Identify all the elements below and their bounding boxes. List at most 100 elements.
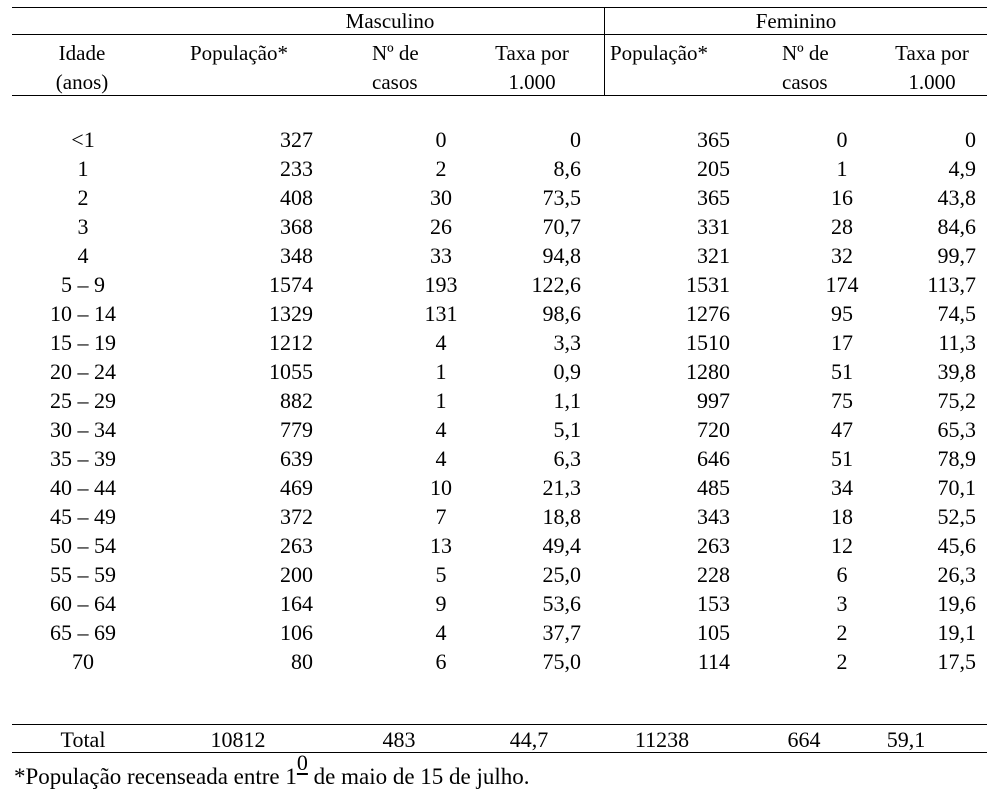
cell-pop-male: 368 — [280, 214, 313, 239]
cell-pop-female: 114 — [697, 649, 730, 674]
cell-pop-female: 997 — [697, 388, 730, 413]
cell-cases-female: 51 — [831, 446, 853, 471]
cell-age: 55 – 59 — [50, 562, 116, 587]
cell-pop-female: 720 — [697, 417, 730, 442]
cell-age: 4 — [77, 243, 89, 268]
cell-rate-male: 94,8 — [542, 243, 582, 268]
cell-pop-female: 646 — [697, 446, 730, 471]
footnote: *População recenseada entre 10 de maio d… — [14, 750, 530, 790]
cell-pop-female: 1280 — [686, 359, 730, 384]
cell-cases-female: 0 — [836, 127, 848, 152]
cell-pop-male: 372 — [280, 504, 313, 529]
cell-rate-male: 5,1 — [553, 417, 582, 442]
cell-rate-male: 49,4 — [542, 533, 582, 558]
cell-rate-female: 17,5 — [937, 649, 977, 674]
cell-pop-male: 1574 — [269, 272, 313, 297]
cell-cases-male: 13 — [430, 533, 452, 558]
cell-total-rate-female: 59,1 — [886, 727, 926, 752]
cell-total-pop-male: 10812 — [210, 727, 266, 752]
cell-cases-male: 5 — [435, 562, 447, 587]
cell-cases-male: 30 — [430, 185, 452, 210]
group-divider — [604, 8, 605, 95]
cell-pop-male: 80 — [291, 649, 313, 674]
cell-rate-male: 98,6 — [542, 301, 582, 326]
cell-pop-female: 1531 — [686, 272, 730, 297]
group-rule — [12, 34, 987, 35]
cell-pop-male: 263 — [280, 533, 313, 558]
header-rate-female: Taxa por 1.000 — [895, 41, 969, 94]
footnote-superscript: 0 — [296, 750, 308, 775]
cell-pop-male: 200 — [280, 562, 313, 587]
cell-pop-male: 1212 — [269, 330, 313, 355]
cell-cases-female: 17 — [831, 330, 853, 355]
cell-cases-female: 34 — [831, 475, 853, 500]
cell-rate-female: 70,1 — [937, 475, 977, 500]
cell-cases-male: 10 — [430, 475, 452, 500]
header-cases-male: Nº de casos — [372, 41, 419, 94]
cell-pop-female: 228 — [697, 562, 730, 587]
cell-total-rate-male: 44,7 — [509, 727, 549, 752]
cell-pop-female: 105 — [697, 620, 730, 645]
header-population-male: População* — [190, 41, 288, 65]
cell-rate-female: 19,1 — [937, 620, 977, 645]
cell-rate-female: 99,7 — [937, 243, 977, 268]
total-top-rule — [12, 724, 987, 725]
cell-rate-male: 73,5 — [542, 185, 582, 210]
top-rule — [12, 7, 987, 8]
cell-pop-male: 164 — [280, 591, 313, 616]
cell-pop-female: 365 — [697, 127, 730, 152]
cell-pop-male: 779 — [280, 417, 313, 442]
cell-cases-male: 4 — [435, 446, 447, 471]
cell-rate-male: 6,3 — [553, 446, 582, 471]
cell-rate-female: 4,9 — [948, 156, 977, 181]
cell-total-cases-female: 664 — [787, 727, 821, 752]
cell-cases-female: 1 — [836, 156, 848, 181]
cell-rate-male: 70,7 — [542, 214, 582, 239]
cell-rate-male: 21,3 — [542, 475, 582, 500]
cell-age: 1 — [77, 156, 89, 181]
cell-age: <1 — [71, 127, 95, 152]
cell-cases-male: 9 — [435, 591, 447, 616]
cell-pop-female: 205 — [697, 156, 730, 181]
cell-rate-male: 25,0 — [542, 562, 582, 587]
cell-cases-female: 28 — [831, 214, 853, 239]
cell-age: 2 — [77, 185, 89, 210]
cell-age: 3 — [77, 214, 89, 239]
cell-pop-male: 1329 — [269, 301, 313, 326]
cell-rate-male: 53,6 — [542, 591, 582, 616]
cell-rate-female: 75,2 — [937, 388, 977, 413]
cell-cases-male: 0 — [435, 127, 447, 152]
cell-cases-female: 47 — [831, 417, 853, 442]
cell-rate-female: 78,9 — [937, 446, 977, 471]
cell-cases-male: 1 — [435, 388, 447, 413]
cell-age: 25 – 29 — [50, 388, 116, 413]
cell-rate-male: 75,0 — [542, 649, 582, 674]
cell-pop-male: 469 — [280, 475, 313, 500]
cell-rate-female: 0 — [965, 127, 976, 152]
cell-cases-female: 18 — [831, 504, 853, 529]
cell-cases-male: 131 — [424, 301, 458, 326]
header-population-female: População* — [610, 41, 708, 65]
footnote-text-end: de maio de 15 de julho. — [307, 764, 530, 789]
cell-pop-male: 233 — [280, 156, 313, 181]
header-rate-male: Taxa por 1.000 — [495, 41, 569, 94]
cell-age: 40 – 44 — [50, 475, 116, 500]
cell-cases-female: 32 — [831, 243, 853, 268]
cell-cases-female: 12 — [831, 533, 853, 558]
cell-cases-male: 193 — [424, 272, 458, 297]
cell-pop-male: 408 — [280, 185, 313, 210]
cell-cases-male: 6 — [435, 649, 447, 674]
cell-rate-male: 0,9 — [553, 359, 582, 384]
cell-pop-female: 1276 — [686, 301, 730, 326]
cell-rate-male: 122,6 — [531, 272, 582, 297]
cell-cases-female: 95 — [831, 301, 853, 326]
cell-rate-female: 113,7 — [927, 272, 976, 297]
cell-rate-female: 26,3 — [937, 562, 977, 587]
cell-cases-male: 7 — [435, 504, 447, 529]
cell-cases-male: 4 — [435, 620, 447, 645]
cell-rate-female: 52,5 — [937, 504, 977, 529]
total-bottom-rule — [12, 752, 987, 753]
header-cases-female: Nº de casos — [782, 41, 829, 94]
cell-age: 15 – 19 — [50, 330, 116, 355]
cell-cases-male: 4 — [435, 330, 447, 355]
